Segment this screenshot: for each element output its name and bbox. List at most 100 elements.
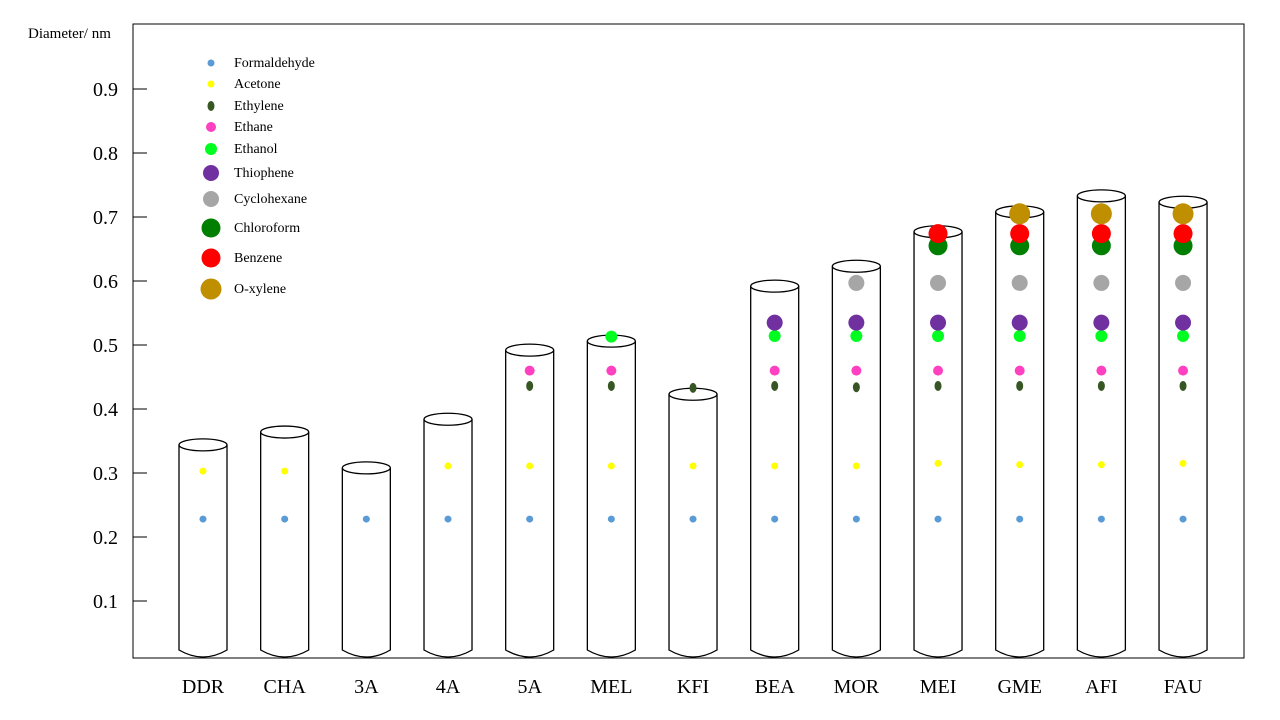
point-formaldehyde xyxy=(444,515,452,523)
plot-frame xyxy=(132,23,1245,659)
point-acetone xyxy=(607,462,615,470)
point-formaldehyde xyxy=(362,515,370,523)
legend-item-ethylene: Ethylene xyxy=(207,99,284,114)
legend-label: Formaldehyde xyxy=(234,56,315,71)
point-formaldehyde xyxy=(771,515,779,523)
legend-label: Benzene xyxy=(234,251,282,266)
point-ethane xyxy=(851,365,862,376)
legend-marker xyxy=(203,165,219,181)
cylinder-body xyxy=(586,341,636,658)
point-cyclohexane xyxy=(1175,274,1192,291)
legend-marker xyxy=(205,143,217,155)
pore-cylinder-bea xyxy=(750,279,800,658)
legend-label: Chloroform xyxy=(234,221,300,236)
cylinder-body xyxy=(178,444,228,658)
legend-item-chloroform: Chloroform xyxy=(201,218,300,238)
cylinder-body xyxy=(260,432,310,658)
legend-marker xyxy=(207,59,215,67)
y-tick-label: 0.3 xyxy=(93,463,118,485)
point-ethanol xyxy=(1095,330,1108,343)
point-acetone xyxy=(199,467,207,475)
point-acetone xyxy=(1097,461,1105,469)
cylinder-body xyxy=(505,350,555,658)
pore-cylinder-mel xyxy=(586,330,636,658)
pore-cylinder-fau xyxy=(1158,195,1208,658)
point-formaldehyde xyxy=(281,515,289,523)
cylinder-body xyxy=(995,211,1045,658)
y-tick-label: 0.6 xyxy=(93,271,118,293)
point-acetone xyxy=(526,462,534,470)
cylinder-body xyxy=(423,419,473,658)
point-thiophene xyxy=(930,314,947,331)
cylinder-top xyxy=(750,279,800,293)
x-category-label: MOR xyxy=(834,676,880,698)
legend-label: Ethylene xyxy=(234,99,284,114)
point-ethylene xyxy=(934,380,942,391)
point-ethylene xyxy=(1016,380,1024,391)
y-tick-label: 0.8 xyxy=(93,143,118,165)
x-category-label: 5A xyxy=(517,676,542,698)
legend-item-formaldehyde: Formaldehyde xyxy=(207,56,315,71)
point-ethanol xyxy=(605,330,618,343)
point-ethylene xyxy=(526,380,534,391)
y-tick-label: 0.4 xyxy=(93,399,118,421)
point-formaldehyde xyxy=(526,515,534,523)
y-tick-label: 0.2 xyxy=(93,527,118,549)
point-acetone xyxy=(444,462,452,470)
legend-item-ethanol: Ethanol xyxy=(205,142,278,157)
point-ethanol xyxy=(768,330,781,343)
point-acetone xyxy=(1179,459,1187,467)
y-tick-label: 0.9 xyxy=(93,79,118,101)
point-cyclohexane xyxy=(1093,274,1110,291)
cylinder-top xyxy=(505,343,555,357)
legend-item-thiophene: Thiophene xyxy=(203,165,294,181)
x-category-label: FAU xyxy=(1164,676,1203,698)
pore-cylinder-mor xyxy=(831,259,882,658)
x-category-label: CHA xyxy=(264,676,307,698)
y-tick-label: 0.1 xyxy=(93,591,118,613)
point-formaldehyde xyxy=(1097,515,1105,523)
x-category-label: BEA xyxy=(755,676,796,698)
legend-marker xyxy=(201,218,221,238)
point-acetone xyxy=(689,462,697,470)
legend-item-o-xylene: O-xylene xyxy=(200,278,286,300)
point-ethylene xyxy=(607,380,615,391)
point-ethane xyxy=(933,365,944,376)
point-acetone xyxy=(1016,461,1024,469)
point-formaldehyde xyxy=(689,515,697,523)
legend-label: Ethane xyxy=(234,120,273,135)
point-ethane xyxy=(1014,365,1025,376)
pore-cylinder-gme xyxy=(995,203,1045,658)
x-category-label: AFI xyxy=(1085,676,1117,698)
pore-cylinder-3a xyxy=(341,461,391,658)
pore-cylinder-4a xyxy=(423,412,473,658)
point-formaldehyde xyxy=(1016,515,1024,523)
point-acetone xyxy=(934,459,942,467)
cylinder-top xyxy=(831,259,882,273)
cylinder-body xyxy=(913,231,963,658)
point-cyclohexane xyxy=(930,274,947,291)
point-ethylene xyxy=(1179,380,1187,391)
point-ethane xyxy=(769,365,780,376)
legend-label: O-xylene xyxy=(234,282,286,297)
x-category-label: GME xyxy=(997,676,1041,698)
point-ethanol xyxy=(1013,330,1026,343)
point-formaldehyde xyxy=(934,515,942,523)
point-ethylene xyxy=(771,380,779,391)
point-thiophene xyxy=(1011,314,1028,331)
point-o-xylene xyxy=(1172,203,1194,225)
x-category-label: MEI xyxy=(920,676,957,698)
cylinder-body xyxy=(341,467,391,658)
cylinder-top xyxy=(423,412,473,426)
legend-marker xyxy=(203,191,219,207)
point-benzene xyxy=(1010,224,1030,244)
x-category-label: KFI xyxy=(677,676,709,698)
cylinder-body xyxy=(750,286,800,658)
cylinder-body xyxy=(1076,195,1127,658)
point-ethane xyxy=(606,365,617,376)
legend-label: Ethanol xyxy=(234,142,278,157)
legend-marker xyxy=(200,278,222,300)
point-ethylene xyxy=(852,382,860,393)
point-acetone xyxy=(852,462,860,470)
point-formaldehyde xyxy=(1179,515,1187,523)
